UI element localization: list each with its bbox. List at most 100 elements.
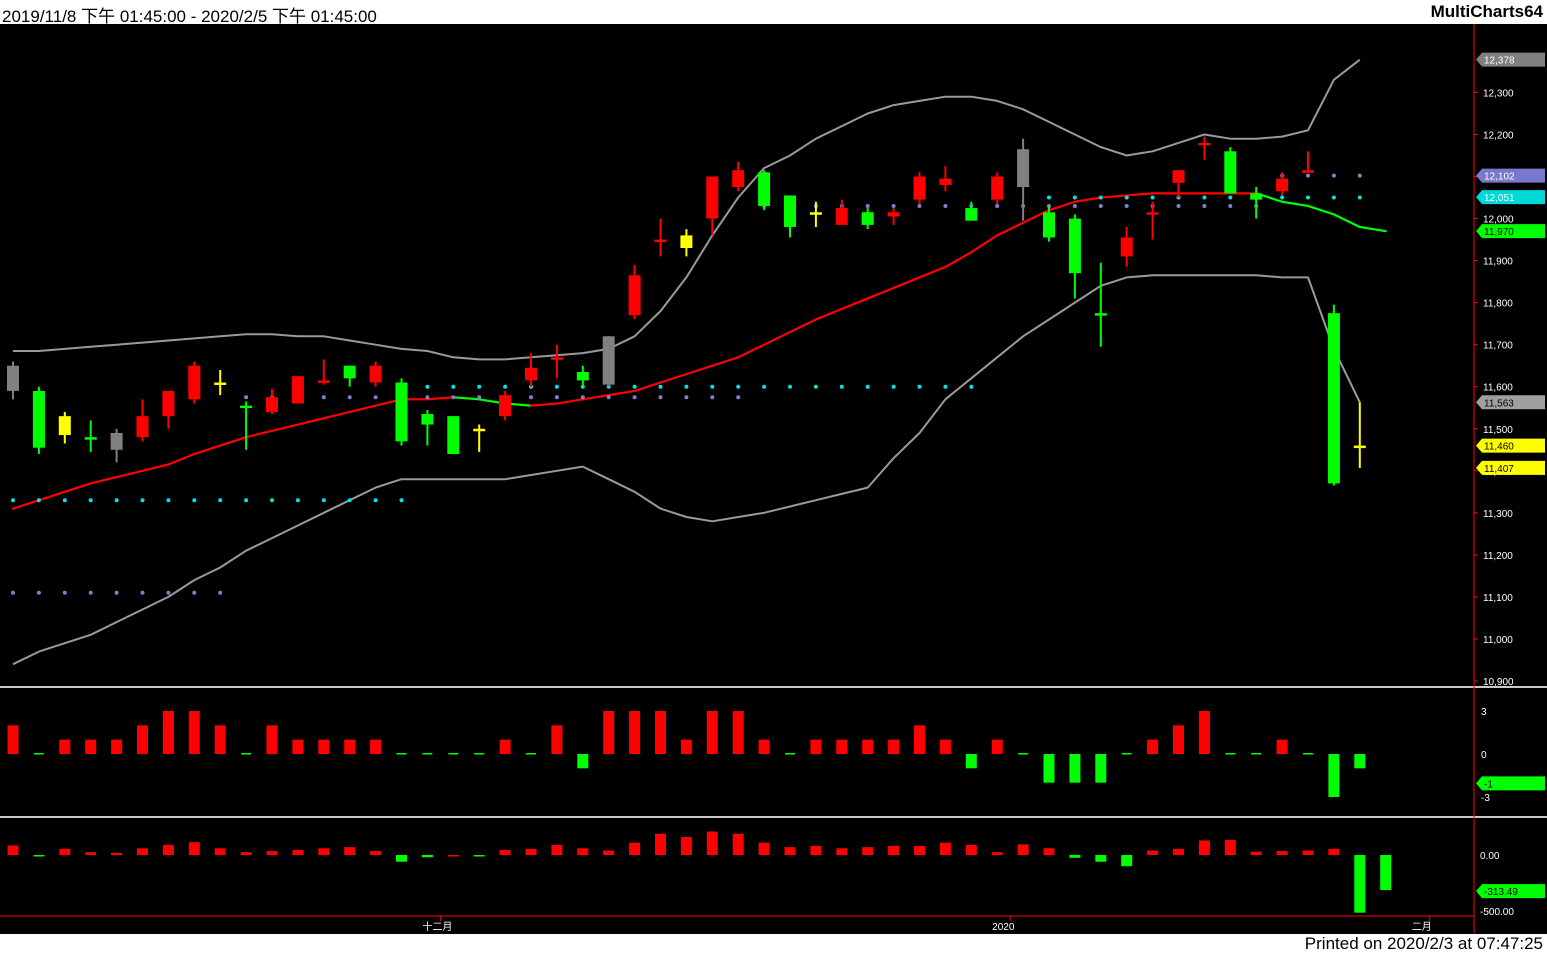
price-badge-shape xyxy=(1476,776,1545,791)
candle-body xyxy=(162,390,175,417)
stop-dot-purple xyxy=(891,203,896,208)
indicator-bar xyxy=(732,711,744,754)
stop-dot-cyan xyxy=(88,498,93,503)
candle-body xyxy=(1276,178,1289,192)
indicator-bar xyxy=(318,848,330,855)
price-badge: 12,102 xyxy=(1476,168,1545,183)
indicator-bar xyxy=(1121,753,1132,755)
y-tick-label: 12,300 xyxy=(1483,88,1514,99)
stop-dot-purple xyxy=(244,395,249,400)
candle-body xyxy=(1043,212,1055,238)
stop-dot-cyan xyxy=(295,498,300,503)
moving-average-segment xyxy=(141,463,170,472)
indicator-pane-1: 3 0 -3 -1 xyxy=(7,707,1545,804)
stop-dot-cyan xyxy=(632,384,637,389)
indicator-bar xyxy=(991,739,1003,754)
moving-average-segment xyxy=(245,429,274,439)
candle-body xyxy=(628,275,641,316)
indicator-bar xyxy=(1250,851,1262,855)
indicator-bar xyxy=(292,849,304,855)
indicator-bar xyxy=(1276,851,1288,855)
indicator-bar xyxy=(836,739,848,754)
moving-average-segment xyxy=(840,297,869,311)
x-tick-label: 二月 xyxy=(1412,921,1432,933)
price-badge-label: -1 xyxy=(1484,779,1493,790)
indicator-bar xyxy=(1328,754,1340,797)
indicator-bar xyxy=(836,848,848,855)
stop-dot-cyan xyxy=(969,384,974,389)
moving-average-segment xyxy=(711,356,740,367)
price-pane: 10,90011,00011,10011,20011,30011,40011,5… xyxy=(7,52,1545,688)
candle-body xyxy=(525,367,537,381)
stop-dot-cyan xyxy=(1228,195,1233,200)
candle-body xyxy=(1302,170,1314,173)
stop-dot-cyan xyxy=(451,384,456,389)
stop-dot-purple xyxy=(1124,203,1129,208)
indicator-bar xyxy=(1069,855,1081,858)
moving-average-segment xyxy=(944,251,973,269)
stop-dot-cyan xyxy=(1124,195,1129,200)
stop-dot-cyan xyxy=(1331,195,1336,200)
indicator-bar xyxy=(1198,840,1210,855)
moving-average-segment xyxy=(814,307,843,321)
indicator-bar xyxy=(603,711,615,754)
candle-body xyxy=(266,397,278,412)
stop-dot-cyan xyxy=(891,384,896,389)
y-tick-label: 11,100 xyxy=(1483,593,1513,604)
x-tick-label: 十二月 xyxy=(422,920,452,933)
indicator-bar xyxy=(577,754,589,769)
title-bar: 2019/11/8 下午 01:45:00 - 2020/2/5 下午 01:4… xyxy=(0,0,1547,26)
candle-body xyxy=(7,365,19,391)
stop-dot-cyan xyxy=(1047,195,1051,200)
stop-dot-purple xyxy=(192,590,197,595)
stop-dot-purple xyxy=(451,395,456,400)
chart-area[interactable]: 10,90011,00011,10011,20011,30011,40011,5… xyxy=(0,24,1547,934)
price-badge-label: 12,378 xyxy=(1484,56,1515,67)
moving-average-segment xyxy=(529,402,559,407)
indicator-bar xyxy=(1095,855,1107,862)
candle-body xyxy=(576,372,589,381)
indicator-bar xyxy=(785,753,795,755)
price-badge-label: 12,051 xyxy=(1484,193,1515,204)
y-tick-label: 11,200 xyxy=(1483,551,1513,562)
stop-dot-cyan xyxy=(62,498,67,503)
stop-dot-cyan xyxy=(1280,195,1285,200)
stop-dot-cyan xyxy=(321,498,326,503)
stop-dot-purple xyxy=(943,203,948,208)
indicator-bar xyxy=(1147,739,1159,754)
stop-dot-purple xyxy=(865,203,870,208)
stop-dot-purple xyxy=(684,395,689,400)
indicator-bar xyxy=(1302,850,1314,855)
app-title: MultiCharts64 xyxy=(1430,2,1543,21)
chart-background xyxy=(0,24,1547,934)
indicator-bar xyxy=(85,739,97,754)
indicator-bar xyxy=(214,725,226,754)
stop-dot-cyan xyxy=(399,498,404,503)
indicator-bar xyxy=(318,739,330,754)
stop-dot-purple xyxy=(1357,173,1362,178)
indicator-bar xyxy=(991,852,1003,855)
moving-average-segment xyxy=(1099,194,1128,199)
stop-dot-purple xyxy=(1331,173,1336,178)
indicator-bar xyxy=(7,725,19,754)
indicator-bar xyxy=(551,844,563,855)
stop-dot-purple xyxy=(218,590,223,595)
indicator-bar xyxy=(188,711,200,754)
stop-dot-purple xyxy=(529,395,533,400)
indicator-bar xyxy=(1198,711,1210,754)
candle-body xyxy=(343,365,356,379)
indicator-bar xyxy=(7,845,19,855)
moving-average-segment xyxy=(1358,225,1387,233)
candle-body xyxy=(784,195,796,227)
y-tick-label: 0 xyxy=(1481,750,1487,761)
price-badge-shape xyxy=(1476,460,1545,475)
price-badge: 12,051 xyxy=(1476,190,1545,205)
candle-body xyxy=(1172,170,1185,183)
moving-average-segment xyxy=(296,417,325,426)
moving-average-segment xyxy=(970,234,999,254)
indicator-bar xyxy=(137,725,148,754)
stop-dot-cyan xyxy=(218,498,223,503)
indicator-bar xyxy=(421,855,433,858)
candle-body xyxy=(887,212,900,217)
moving-average-segment xyxy=(996,221,1025,237)
